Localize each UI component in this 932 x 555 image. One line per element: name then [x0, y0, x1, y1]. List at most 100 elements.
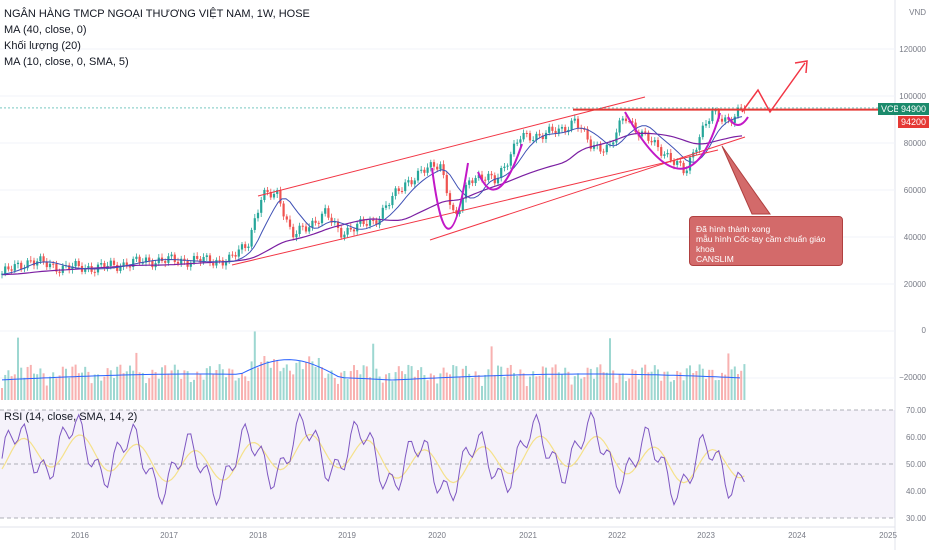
candle-body: [314, 220, 317, 223]
candle-body: [391, 195, 394, 206]
candle-body: [48, 263, 52, 268]
volume-bar: [481, 385, 483, 400]
cup-3: [624, 111, 721, 170]
volume-bar: [733, 366, 736, 400]
volume-bar: [90, 383, 93, 400]
candle-body: [484, 179, 487, 181]
candle-body: [666, 152, 669, 155]
candle-body: [660, 147, 663, 156]
candle-body: [429, 162, 432, 168]
candle-body: [471, 180, 474, 184]
candle-body: [375, 220, 378, 225]
candle-body: [368, 219, 372, 226]
volume-bar: [205, 368, 208, 400]
volume-bar: [676, 370, 679, 400]
candle-body: [87, 266, 90, 269]
candle-body: [720, 118, 724, 122]
volume-bar: [509, 364, 512, 400]
candle-body: [407, 180, 410, 183]
volume-bar: [202, 379, 205, 400]
volume-bar: [381, 382, 384, 400]
volume-bar: [87, 371, 90, 400]
candle-body: [196, 256, 199, 259]
candle-body: [269, 191, 272, 198]
volume-bar: [567, 371, 570, 400]
candle-body: [173, 254, 176, 262]
volume-bar: [426, 380, 429, 400]
candle-body: [279, 190, 282, 204]
chart-legend: NGÂN HÀNG TMCP NGOẠI THƯƠNG VIỆT NAM, 1W…: [4, 6, 310, 70]
candle-body: [541, 135, 544, 140]
volume-bar: [314, 366, 317, 400]
volume-bar: [740, 370, 743, 400]
candle-body: [452, 204, 455, 211]
candle-body: [672, 160, 676, 165]
price-tick: 120000: [899, 45, 926, 54]
candle-body: [330, 217, 333, 223]
volume-bar: [113, 378, 115, 400]
symbol-tag: VCB: [878, 103, 903, 115]
volume-bar: [493, 374, 496, 400]
candle-body: [576, 118, 580, 128]
price-tick: 80000: [903, 139, 926, 148]
volume-bar: [369, 377, 371, 400]
candle-body: [4, 266, 7, 274]
candle-body: [244, 244, 247, 248]
candle-body: [628, 121, 631, 123]
candle-body: [234, 254, 237, 257]
volume-bar: [183, 370, 186, 400]
candle-body: [410, 180, 413, 185]
pattern-annotation[interactable]: Đã hình thành xong mẫu hình Cốc-tay cầm …: [689, 216, 843, 266]
candle-body: [340, 227, 343, 238]
candle-body: [624, 118, 628, 122]
candle-body: [327, 208, 330, 218]
candle-body: [141, 262, 144, 264]
candle-body: [445, 175, 448, 194]
candle-body: [528, 133, 532, 141]
candle-body: [464, 184, 468, 199]
candle-body: [324, 208, 327, 214]
volume-bar: [311, 361, 314, 400]
volume-bar: [647, 372, 650, 400]
candle-body: [522, 132, 525, 140]
volume-bar: [71, 366, 74, 400]
candle-body: [320, 213, 324, 224]
volume-bar: [26, 366, 29, 400]
volume-bar: [455, 366, 458, 400]
candle-body: [208, 255, 212, 263]
volume-bar: [359, 374, 362, 400]
volume-bar: [653, 365, 656, 400]
volume-bar: [522, 373, 525, 400]
candle-body: [592, 145, 596, 149]
candle-body: [509, 154, 512, 166]
volume-bar: [276, 360, 279, 400]
rsi-tick: 40.00: [905, 487, 926, 496]
volume-bar: [333, 378, 336, 400]
candle-body: [538, 133, 541, 136]
volume-bar: [391, 381, 394, 400]
volume-bar: [490, 346, 493, 400]
volume-bar: [228, 368, 231, 400]
volume-bar: [193, 379, 195, 400]
candle-body: [39, 256, 42, 262]
volume-ma-line: [1, 359, 741, 381]
volume-bar: [577, 373, 579, 400]
candle-body: [487, 173, 490, 181]
candle-body: [20, 262, 23, 270]
volume-bar: [401, 371, 403, 400]
candle-body: [676, 160, 679, 165]
candle-body: [557, 128, 560, 134]
annotation-line-3: CANSLIM: [696, 254, 734, 264]
candle-body: [119, 266, 122, 271]
candle-body: [180, 258, 183, 264]
volume-bar: [253, 331, 256, 400]
candle-body: [7, 266, 10, 270]
volume-bar: [679, 372, 682, 400]
volume-bar: [100, 380, 103, 400]
volume-bar: [605, 372, 608, 400]
price-tick: 100000: [899, 92, 926, 101]
candle-body: [612, 142, 615, 145]
volume-bar: [599, 364, 602, 400]
candle-body: [685, 170, 688, 174]
candle-body: [205, 255, 208, 257]
